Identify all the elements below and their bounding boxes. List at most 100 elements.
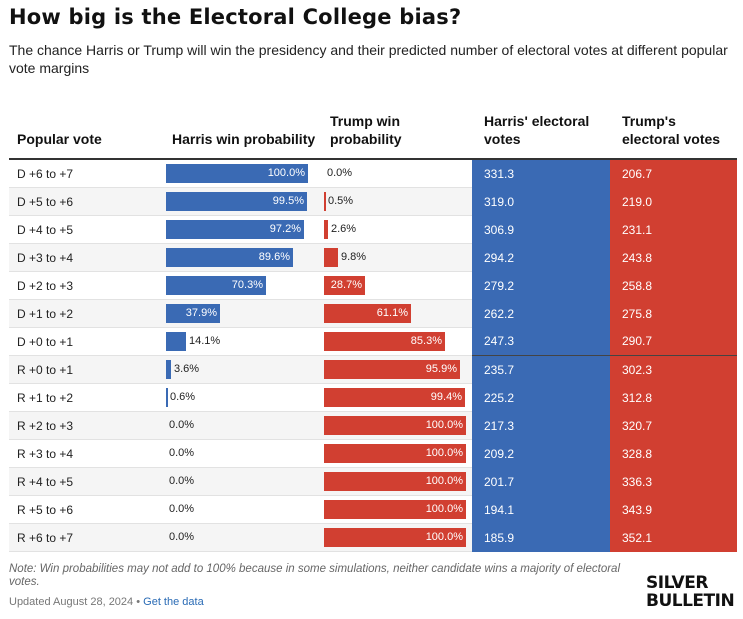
trump-win-value: 85.3% [410, 335, 442, 347]
trump-win-value: 28.7% [330, 279, 362, 291]
table-row: D +3 to +4 89.6% 9.8% 294.2 243.8 [9, 243, 737, 272]
row-harris-win-cell: 0.0% [164, 411, 322, 440]
row-trump-win-cell: 61.1% [322, 299, 472, 328]
table-row: R +1 to +2 0.6% 99.4% 225.2 312.8 [9, 383, 737, 412]
row-harris-win-cell: 0.0% [164, 467, 322, 496]
harris-win-bar [166, 164, 308, 183]
trump-win-value: 2.6% [331, 223, 357, 235]
row-harris-win-cell: 3.6% [164, 355, 322, 384]
row-harris-win-cell: 70.3% [164, 271, 322, 300]
chart-subtitle: The chance Harris or Trump will win the … [9, 42, 728, 76]
harris-win-value: 37.9% [185, 307, 217, 319]
harris-win-value: 0.0% [169, 447, 195, 459]
row-harris-ev: 217.3 [472, 411, 610, 440]
row-trump-ev: 320.7 [610, 411, 737, 440]
row-harris-win-cell: 37.9% [164, 299, 322, 328]
row-popular-vote: R +1 to +2 [9, 383, 164, 412]
row-trump-ev: 343.9 [610, 495, 737, 524]
trump-win-value: 0.5% [328, 195, 354, 207]
separator-dot: • [133, 596, 144, 608]
table-row: D +4 to +5 97.2% 2.6% 306.9 231.1 [9, 215, 737, 244]
row-popular-vote: R +3 to +4 [9, 439, 164, 468]
header-popular-vote: Popular vote [9, 98, 164, 160]
harris-win-bar [166, 332, 186, 351]
row-harris-win-cell: 97.2% [164, 215, 322, 244]
row-harris-ev: 294.2 [472, 243, 610, 272]
row-trump-win-cell: 9.8% [322, 243, 472, 272]
row-trump-ev: 290.7 [610, 327, 737, 356]
row-harris-win-cell: 0.0% [164, 439, 322, 468]
row-trump-win-cell: 100.0% [322, 495, 472, 524]
trump-win-value: 99.4% [430, 391, 462, 403]
header-trump-win: Trump win probability [322, 98, 472, 160]
trump-win-bar [324, 248, 338, 267]
harris-win-bar [166, 220, 304, 239]
row-popular-vote: D +3 to +4 [9, 243, 164, 272]
row-harris-win-cell: 100.0% [164, 159, 322, 188]
logo-line-1: SILVER [646, 573, 708, 593]
row-trump-win-cell: 100.0% [322, 439, 472, 468]
row-trump-ev: 336.3 [610, 467, 737, 496]
row-popular-vote: D +4 to +5 [9, 215, 164, 244]
row-harris-ev: 185.9 [472, 523, 610, 552]
row-harris-win-cell: 89.6% [164, 243, 322, 272]
trump-win-bar [324, 304, 411, 323]
row-trump-ev: 312.8 [610, 383, 737, 412]
row-trump-win-cell: 0.5% [322, 187, 472, 216]
row-trump-ev: 243.8 [610, 243, 737, 272]
row-trump-ev: 328.8 [610, 439, 737, 468]
harris-win-value: 97.2% [269, 223, 301, 235]
harris-win-value: 0.6% [170, 391, 196, 403]
logo-line-2: BULLETIN [646, 591, 735, 611]
harris-win-bar [166, 388, 168, 407]
header-trump-ev: Trump's electoral votes [610, 98, 737, 160]
row-trump-win-cell: 100.0% [322, 523, 472, 552]
footnote: Note: Win probabilities may not add to 1… [9, 563, 620, 588]
header-harris-win: Harris win probability [164, 98, 322, 160]
row-popular-vote: R +5 to +6 [9, 495, 164, 524]
row-popular-vote: R +4 to +5 [9, 467, 164, 496]
get-data-link[interactable]: Get the data [143, 596, 204, 608]
trump-win-value: 100.0% [425, 475, 463, 487]
row-harris-win-cell: 0.0% [164, 523, 322, 552]
harris-win-value: 0.0% [169, 531, 195, 543]
row-trump-win-cell: 2.6% [322, 215, 472, 244]
row-harris-ev: 235.7 [472, 355, 610, 384]
table-row: R +5 to +6 0.0% 100.0% 194.1 343.9 [9, 495, 737, 524]
electoral-table: Popular vote Harris win probability Trum… [9, 98, 737, 552]
trump-win-bar [324, 500, 466, 519]
trump-win-value: 100.0% [425, 531, 463, 543]
row-harris-win-cell: 14.1% [164, 327, 322, 356]
row-trump-ev: 219.0 [610, 187, 737, 216]
row-trump-win-cell: 28.7% [322, 271, 472, 300]
harris-win-bar [166, 248, 293, 267]
row-trump-win-cell: 100.0% [322, 411, 472, 440]
trump-win-bar [324, 528, 466, 547]
harris-win-value: 99.5% [272, 195, 304, 207]
trump-win-bar [324, 276, 365, 295]
row-popular-vote: D +1 to +2 [9, 299, 164, 328]
row-harris-ev: 331.3 [472, 159, 610, 188]
trump-win-bar [324, 444, 466, 463]
harris-win-bar [166, 192, 307, 211]
row-popular-vote: D +2 to +3 [9, 271, 164, 300]
table-row: D +1 to +2 37.9% 61.1% 262.2 275.8 [9, 299, 737, 328]
row-popular-vote: R +6 to +7 [9, 523, 164, 552]
row-harris-ev: 319.0 [472, 187, 610, 216]
row-trump-win-cell: 85.3% [322, 327, 472, 356]
row-harris-win-cell: 0.6% [164, 383, 322, 412]
row-trump-ev: 231.1 [610, 215, 737, 244]
row-trump-win-cell: 95.9% [322, 355, 472, 384]
row-trump-win-cell: 0.0% [322, 159, 472, 188]
row-popular-vote: D +5 to +6 [9, 187, 164, 216]
table-row: D +0 to +1 14.1% 85.3% 247.3 290.7 [9, 327, 737, 356]
trump-win-bar [324, 472, 466, 491]
row-harris-ev: 194.1 [472, 495, 610, 524]
harris-win-bar [166, 360, 171, 379]
row-trump-win-cell: 100.0% [322, 467, 472, 496]
row-trump-ev: 302.3 [610, 355, 737, 384]
harris-win-value: 0.0% [169, 503, 195, 515]
row-popular-vote: D +6 to +7 [9, 159, 164, 188]
row-popular-vote: R +0 to +1 [9, 355, 164, 384]
row-harris-ev: 201.7 [472, 467, 610, 496]
